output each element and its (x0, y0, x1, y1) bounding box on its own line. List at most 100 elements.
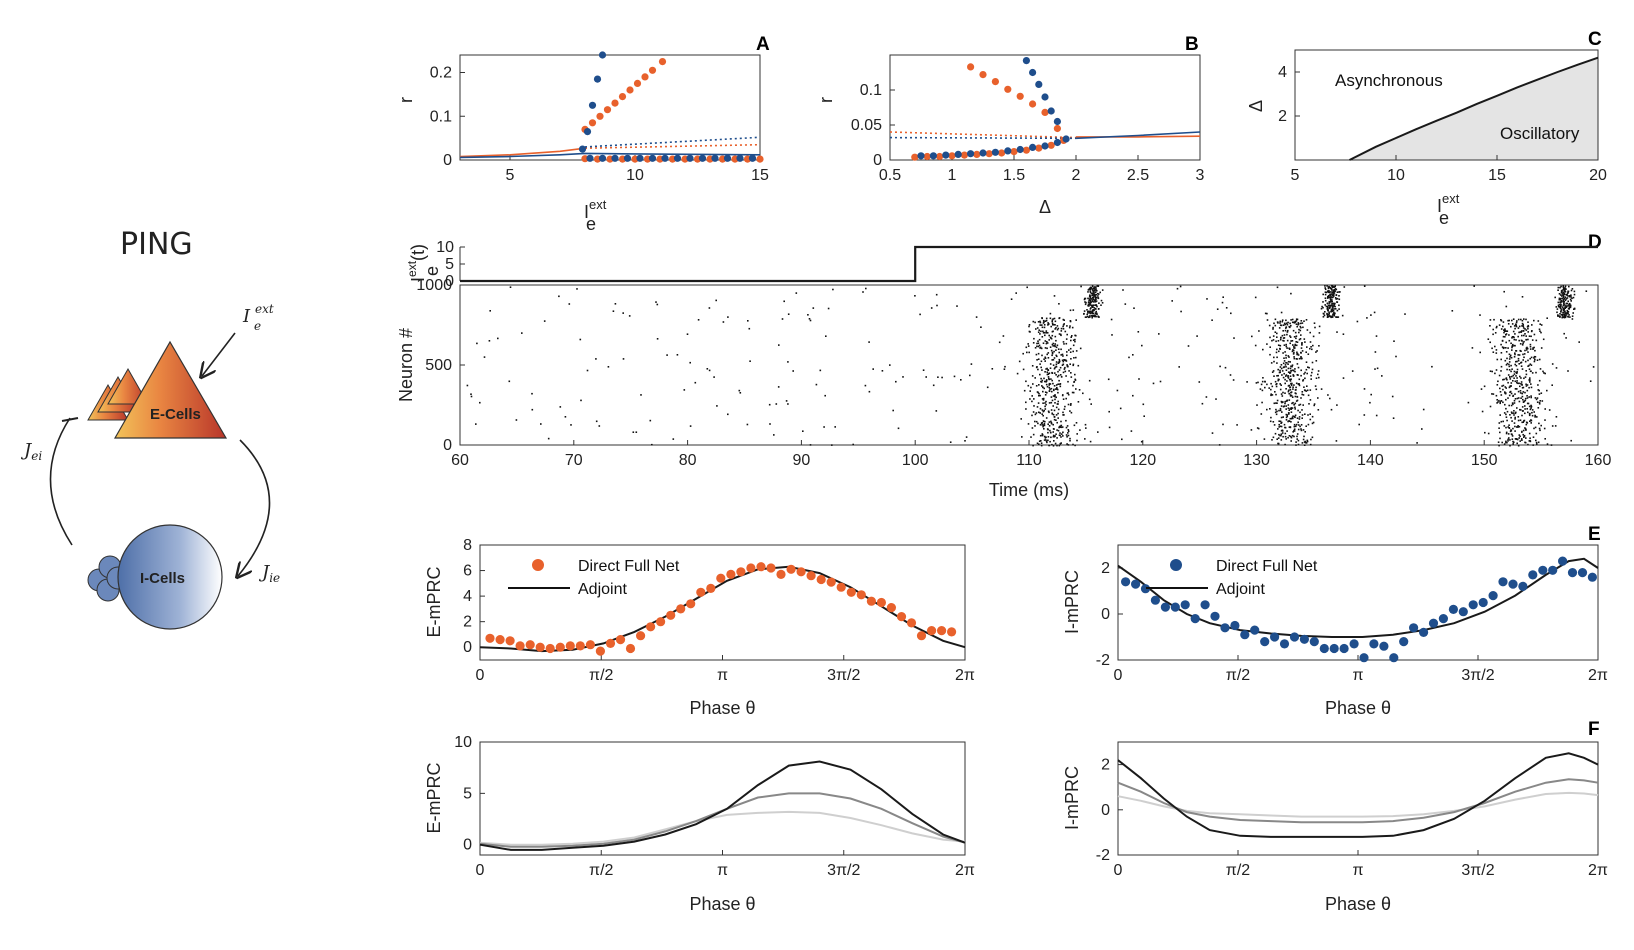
bifurcation-point (698, 154, 707, 162)
spike (1309, 443, 1312, 446)
direct-prc-point (1478, 597, 1488, 608)
spike (1520, 381, 1523, 383)
spike (1293, 430, 1296, 432)
spike (1516, 438, 1519, 441)
spike (1538, 403, 1541, 405)
spike (1058, 379, 1060, 382)
spike (1067, 430, 1070, 433)
x-tick-label: 2π (1588, 667, 1608, 684)
spike (1180, 310, 1182, 313)
spike (1514, 363, 1516, 366)
spike (1290, 384, 1293, 387)
spike (1277, 379, 1279, 382)
spike (1333, 292, 1336, 294)
spike (1042, 342, 1045, 344)
spike (1327, 291, 1330, 294)
spike (1564, 296, 1567, 298)
spike (1332, 306, 1334, 309)
spike (1519, 390, 1522, 392)
spike (1506, 441, 1508, 444)
spike (1507, 323, 1510, 325)
bifurcation-point (1035, 144, 1043, 152)
spike (1533, 355, 1536, 358)
spike (1312, 335, 1315, 338)
direct-prc-point (1299, 634, 1309, 644)
spike (1056, 344, 1059, 347)
spike (1524, 391, 1526, 394)
spike (1065, 375, 1067, 377)
y-tick-label: 0 (1101, 606, 1110, 623)
spike (1404, 313, 1406, 315)
spike (1522, 398, 1524, 401)
bifurcation-point (588, 101, 597, 109)
spike (1516, 426, 1518, 428)
spike (1303, 441, 1306, 443)
spike (1092, 304, 1095, 307)
spike (1563, 332, 1565, 335)
spike (956, 305, 958, 307)
spike (1048, 377, 1050, 380)
axes-box (1294, 49, 1599, 161)
chart-b-bifurcation-delta: 0.5 1 1.5 2 2.5 300.050.1rΔ (816, 54, 1205, 217)
spike (1285, 388, 1287, 390)
spike (1523, 419, 1526, 422)
spike (1285, 438, 1287, 440)
spike (1329, 306, 1331, 308)
spike (1543, 427, 1546, 430)
spike (1277, 442, 1280, 445)
spike (1277, 368, 1279, 371)
spike (1307, 394, 1310, 397)
spike (1286, 380, 1288, 382)
spike (1266, 383, 1268, 386)
spike (1567, 307, 1570, 310)
spike (1048, 402, 1051, 404)
spike (1070, 358, 1072, 360)
spike (1498, 324, 1501, 326)
spike (1546, 389, 1548, 392)
spike (1311, 371, 1313, 374)
spike (1558, 298, 1561, 301)
spike (1045, 381, 1047, 383)
spike (1271, 371, 1274, 373)
legend-marker-direct (1170, 559, 1182, 571)
spike (1051, 379, 1053, 382)
spike (1026, 286, 1028, 289)
spike (1045, 403, 1047, 406)
spike (1030, 386, 1032, 389)
spike (1525, 437, 1527, 439)
spike (1062, 371, 1065, 374)
spike (1363, 388, 1366, 390)
spike (1322, 312, 1325, 315)
spike (1059, 385, 1062, 388)
x-tick-label: 0 (1114, 862, 1123, 879)
spike (1284, 435, 1287, 438)
spike (1158, 333, 1160, 335)
spike (1051, 354, 1053, 357)
direct-prc-point (505, 636, 515, 646)
spike (895, 380, 897, 383)
spike (1261, 401, 1263, 404)
spike (1057, 370, 1059, 373)
spike (1062, 411, 1064, 414)
spike (1095, 296, 1098, 299)
spike (1257, 427, 1260, 430)
spike (1283, 322, 1286, 325)
spike (1045, 330, 1048, 332)
spike (1529, 345, 1532, 348)
spike (1331, 309, 1333, 312)
x-tick-label: 3π/2 (827, 667, 860, 684)
y-tick-label: 8 (463, 537, 472, 554)
spike (1274, 411, 1277, 414)
spike (1335, 440, 1338, 442)
spike (1048, 421, 1051, 423)
spike (1045, 368, 1047, 370)
oscillatory-region (1349, 57, 1598, 161)
y-axis-label: r (396, 97, 416, 103)
spike (1280, 400, 1283, 403)
spike (1571, 318, 1574, 320)
spike (1422, 408, 1425, 411)
spike (1500, 352, 1503, 354)
spike (531, 392, 533, 395)
spike (1262, 377, 1264, 379)
spike (1317, 370, 1320, 372)
